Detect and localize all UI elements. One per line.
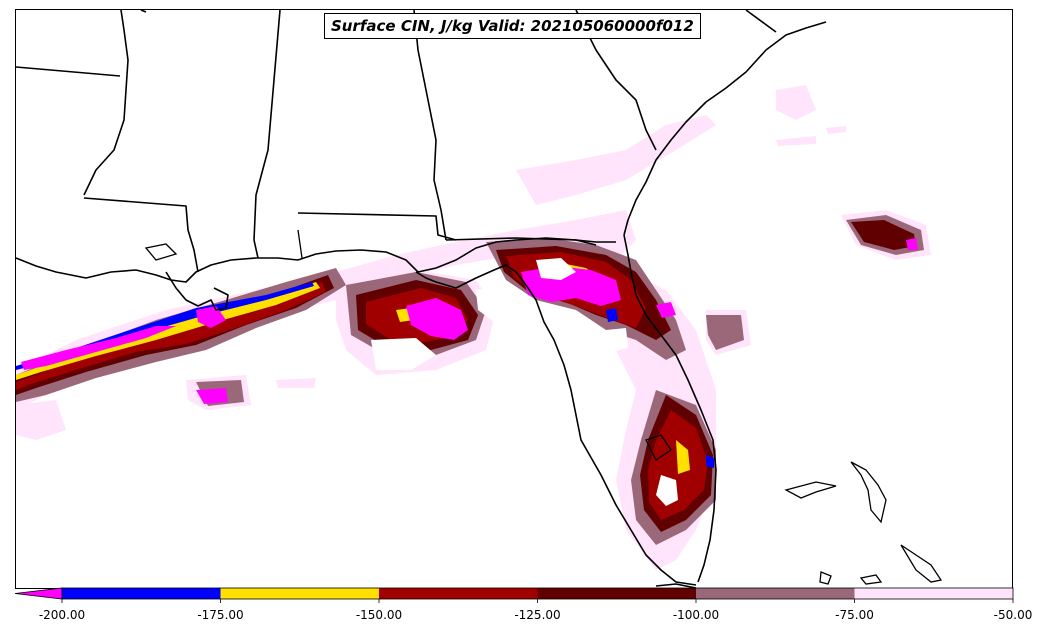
mobile-bay xyxy=(297,229,303,259)
georgia-florida-line xyxy=(445,237,616,243)
bahamas-exuma xyxy=(819,571,832,585)
colorbar-tick-label: -100.00 xyxy=(672,608,720,622)
boundary-lines xyxy=(16,10,827,588)
lake-okeechobee xyxy=(645,434,672,461)
arkansas-line xyxy=(16,66,121,77)
colorbar-tick-label: -200.00 xyxy=(38,608,86,622)
georgia-southcarolina-line xyxy=(575,10,657,151)
colorbar-band-2 xyxy=(379,588,538,599)
colorbar-tick-label: -125.00 xyxy=(514,608,561,622)
mississippi-alabama-line xyxy=(253,10,281,259)
cin-band-dark-red xyxy=(16,220,916,532)
north-carolina-line xyxy=(745,10,777,33)
colorbar-tick-label: -175.00 xyxy=(197,608,244,622)
louisiana-mississippi-line xyxy=(83,197,199,273)
tennessee-line xyxy=(140,10,147,13)
bahamas-small xyxy=(859,574,883,585)
lake-ponchartrain xyxy=(144,243,178,261)
colorbar-tick-label: -50.00 xyxy=(993,608,1033,622)
colorbar-bands xyxy=(14,587,1014,603)
colorbar-band-1 xyxy=(220,588,379,599)
bahamas-eleuthera xyxy=(900,544,943,583)
colorbar-band-3 xyxy=(537,588,696,599)
florida-keys xyxy=(655,583,697,588)
florida-west-coast xyxy=(415,264,697,586)
colorbar-band-4 xyxy=(696,588,855,599)
colorbar-tick-label: -75.00 xyxy=(835,608,874,622)
colorbar-band-5 xyxy=(854,588,1013,599)
cin-map xyxy=(16,10,943,588)
louisiana-delta xyxy=(165,271,229,311)
texas-louisiana-coast xyxy=(16,257,299,283)
cin-band-mauve xyxy=(16,215,924,545)
cin-white-holes xyxy=(371,258,678,506)
colorbar-extend-triangle xyxy=(14,587,63,600)
alabama-georgia-line xyxy=(413,10,447,241)
colorbar-band-0 xyxy=(62,588,221,599)
map-title: Surface CIN, J/kg Valid: 202105060000f01… xyxy=(324,13,701,39)
island-lines xyxy=(144,229,943,585)
florida-east-coast xyxy=(623,234,717,583)
cin-band-magenta xyxy=(21,238,918,404)
alabama-florida-line xyxy=(297,212,457,241)
colorbar xyxy=(14,587,1014,603)
bahamas-abaco xyxy=(850,461,887,524)
colorbar-tick-label: -150.00 xyxy=(355,608,403,622)
bahamas-andros xyxy=(784,481,837,499)
mississippi-state-line xyxy=(83,10,129,196)
southeast-atlantic-coast xyxy=(623,21,827,236)
map-panel xyxy=(15,9,1013,589)
